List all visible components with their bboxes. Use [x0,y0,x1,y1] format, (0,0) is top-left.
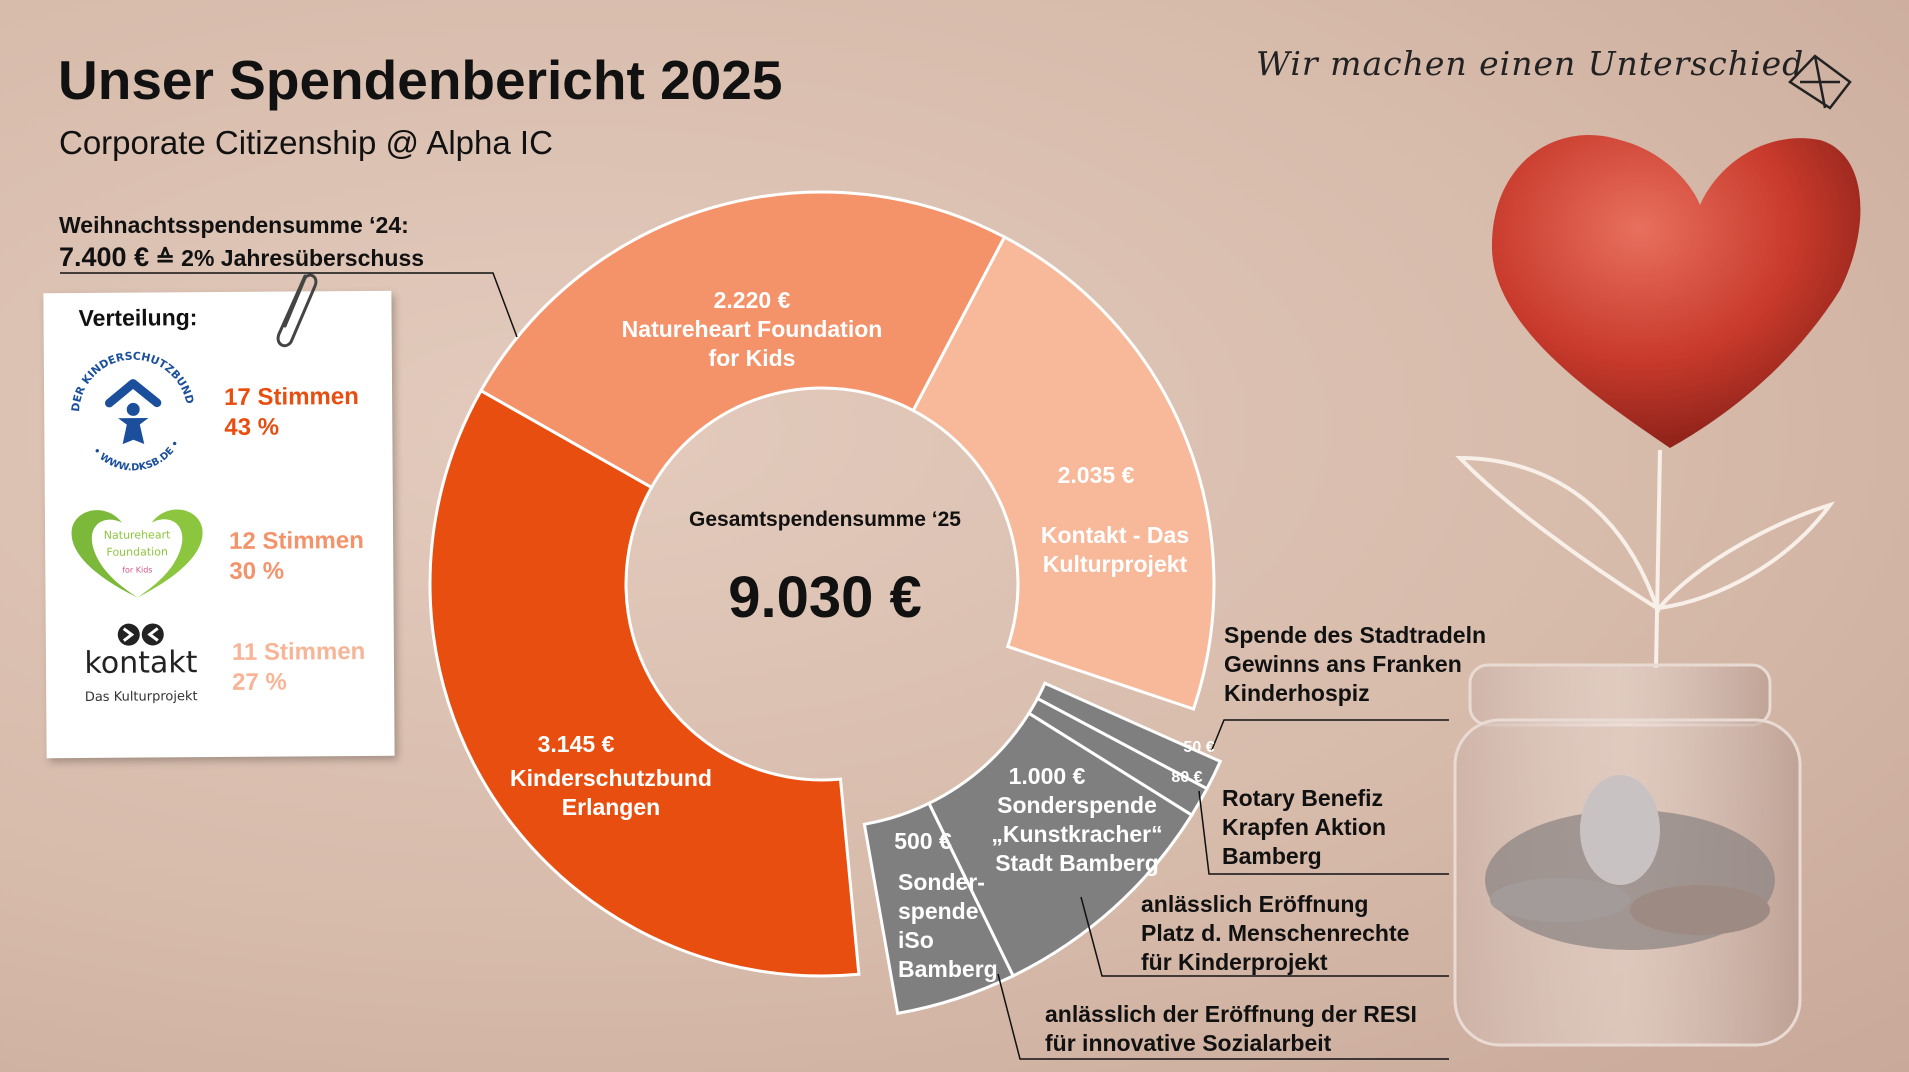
annotation-line: Kinderhospiz [1224,680,1370,706]
slice-name-line: Bamberg [898,956,998,982]
company-logo-icon [1788,54,1852,110]
corresponds-symbol: ≙ [155,245,175,271]
svg-text:Natureheart: Natureheart [104,528,171,541]
leader-line-stadtradeln [1210,719,1449,753]
total-label: Gesamtspendensumme ‘25 [689,508,961,531]
annotation-iso: anlässlich der Eröffnung der RESI für in… [1045,1000,1417,1058]
slice-name-line: Kulturprojekt [1042,551,1188,577]
annotation-rotary: Rotary Benefiz Krapfen Aktion Bamberg [1222,784,1386,871]
distribution-card: Verteilung: DER KINDERSCHUTZBUND • WWW.D… [43,290,395,759]
slice-name-line: Sonderspende [997,792,1157,818]
slice-name-line: Kontakt - Das [1040,522,1190,548]
leader-line-rotary [1198,790,1449,875]
annotation-line: Spende des Stadtradeln [1224,622,1487,648]
annotation-line: anlässlich der Eröffnung der RESI [1045,1001,1417,1027]
slice-name-line: iSo [898,927,934,953]
tagline: Wir machen einen Unterschied [1256,44,1805,83]
christmas-note: 2% Jahresüberschuss [181,245,425,271]
page-title: Unser Spendenbericht 2025 [58,49,783,111]
slice-name-iso: Sonder- spende iSo Bamberg [898,868,998,984]
plant-leaves-icon [1455,449,1836,669]
paperclip-icon [276,273,318,348]
christmas-amount: 7.400 € [59,242,150,272]
svg-text:Das Kulturprojekt: Das Kulturprojekt [85,689,198,705]
slice-amount-kunstkracher: 1.000 € [1008,763,1086,789]
christmas-donation-label: Weihnachtsspendensumme ‘24: [59,212,409,238]
annotation-line: anlässlich Eröffnung [1141,891,1369,917]
kinderschutzbund-logo: DER KINDERSCHUTZBUND • WWW.DKSB.DE • [69,349,197,474]
natureheart-logo: Natureheart Foundation for Kids [71,509,203,598]
slice-name-line: Kinderschutzbund [510,765,712,791]
slice-name-kinderschutzbund: Kinderschutzbund Erlangen [510,764,712,822]
total-value: 9.030 € [728,565,922,630]
slice-name-line: Sonder- [898,869,985,895]
slice-amount: 2.220 € [713,287,791,313]
christmas-donation-amount-line: 7.400 € ≙ 2% Jahresüberschuss [59,242,424,273]
annotation-line: für Kinderprojekt [1141,949,1328,975]
slice-label-kinderschutzbund: 3.145 € [538,730,615,759]
annotation-line: für innovative Sozialarbeit [1045,1030,1332,1056]
svg-text:Foundation: Foundation [106,545,168,558]
annotation-line: Krapfen Aktion [1222,814,1386,840]
donut-slice-0 [428,388,861,978]
slice-name-line: Erlangen [561,794,661,820]
slice-name-kunstkracher: Sonderspende „Kunstkracher“ Stadt Bamber… [991,791,1162,878]
svg-text:kontakt: kontakt [84,645,197,681]
slice-amount-stadtradeln: 50 € [1183,739,1215,756]
leader-line-christmas [60,272,518,338]
svg-text:for Kids: for Kids [122,565,152,574]
leader-lines [60,272,1449,1060]
slice-amount-iso: 500 € [894,828,952,854]
leader-line-kunstkracher [1080,896,1449,977]
annotation-line: Rotary Benefiz [1222,785,1384,811]
donut-slice-1 [478,190,1007,490]
slice-label-natureheart: 2.220 € Natureheart Foundation for Kids [622,286,883,373]
annotation-line: Gewinns ans Franken [1224,651,1462,677]
leader-line-iso [997,973,1449,1060]
slice-name-line: „Kunstkracher“ [991,821,1163,847]
slice-amount: 3.145 € [537,731,615,757]
page-subtitle: Corporate Citizenship @ Alpha IC [59,124,553,161]
slice-name-line: spende [898,898,979,924]
kontakt-logo: kontakt Das Kulturprojekt [84,623,198,705]
annotation-stadtradeln: Spende des Stadtradeln Gewinns ans Frank… [1224,621,1486,708]
slice-name-line: for Kids [708,345,796,371]
donut-slice-6 [862,801,1016,1016]
coin-jar-icon [1453,663,1802,1047]
slice-name-line: Stadt Bamberg [995,850,1159,876]
annotation-line: Platz d. Menschenrechte [1141,920,1410,946]
slice-amount-kontakt: 2.035 € [1057,462,1135,488]
slice-amount-rotary: 80 € [1171,769,1203,786]
annotation-line: Bamberg [1222,843,1322,869]
annotation-kunstkracher: anlässlich Eröffnung Platz d. Menschenre… [1141,890,1409,977]
slice-name-kontakt: Kontakt - Das Kulturprojekt [1041,521,1189,579]
donut-slice-2 [911,235,1216,711]
slice-name-line: Natureheart Foundation [621,316,883,342]
heart-icon [1491,134,1861,449]
